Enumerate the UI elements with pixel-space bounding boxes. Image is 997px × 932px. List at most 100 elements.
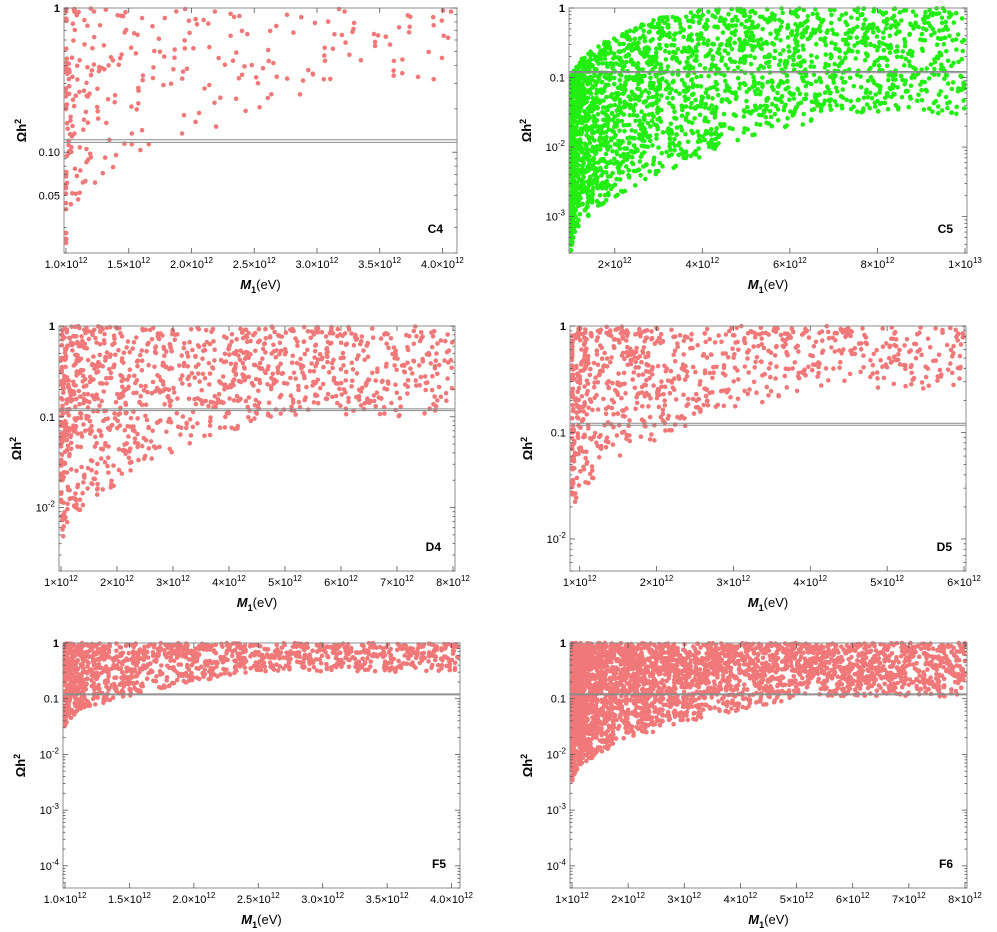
data-point (583, 455, 588, 461)
data-point (809, 31, 814, 36)
data-point (606, 182, 612, 188)
data-point (122, 427, 128, 433)
data-point (88, 72, 94, 78)
data-point (822, 98, 828, 103)
data-point (720, 30, 726, 35)
data-point (593, 170, 598, 176)
data-point (614, 149, 619, 154)
data-point (625, 344, 630, 350)
data-point (688, 10, 694, 15)
data-point (589, 135, 595, 140)
data-point (358, 403, 364, 408)
data-point (146, 142, 152, 147)
data-point (907, 94, 913, 99)
data-point (649, 21, 655, 27)
data-point (723, 332, 729, 337)
data-point (85, 64, 90, 70)
data-point (227, 352, 232, 358)
data-point (291, 370, 297, 376)
data-point (371, 31, 377, 37)
data-point (771, 42, 777, 47)
data-point (785, 25, 791, 30)
data-point (167, 416, 172, 422)
chart-panel-d5: 10.110-21×1012 2×1012 3×1012 4×1012 5×1012 6×… (519, 321, 981, 613)
data-point (604, 144, 610, 150)
data-point (138, 147, 143, 153)
data-point (632, 183, 638, 188)
data-point (325, 359, 330, 365)
data-point (676, 17, 681, 22)
data-point (618, 49, 623, 54)
data-point (407, 24, 413, 30)
data-point (722, 48, 728, 53)
data-point (68, 114, 73, 120)
data-point (689, 100, 694, 106)
data-point (293, 336, 298, 341)
data-point (101, 389, 107, 394)
data-point (424, 352, 430, 357)
data-point (681, 155, 686, 161)
data-point (136, 88, 141, 94)
data-point (653, 50, 659, 55)
data-point (639, 79, 645, 84)
data-point (187, 30, 192, 36)
data-point (833, 46, 838, 51)
data-point (927, 7, 932, 13)
data-point (821, 17, 826, 23)
data-point (220, 374, 226, 379)
data-point (919, 98, 925, 103)
data-point (603, 170, 609, 175)
data-point (763, 114, 769, 120)
data-point (604, 356, 610, 361)
data-point (613, 327, 618, 333)
data-point (728, 394, 733, 400)
data-point (784, 59, 790, 64)
data-point (881, 30, 886, 35)
data-point (693, 391, 699, 397)
data-point (936, 92, 942, 98)
data-point (829, 12, 834, 18)
data-point (200, 356, 205, 362)
data-point (790, 366, 795, 371)
data-point (639, 51, 645, 57)
data-point (81, 127, 86, 132)
data-point (670, 385, 676, 391)
data-point (789, 32, 795, 37)
data-point (90, 46, 95, 51)
data-point (621, 370, 627, 376)
data-point (921, 107, 927, 112)
data-point (655, 363, 661, 369)
data-point (885, 90, 890, 96)
data-point (187, 339, 192, 345)
data-point (570, 427, 575, 433)
data-point (574, 110, 580, 115)
data-point (445, 332, 450, 337)
data-point (855, 40, 861, 46)
data-point (790, 113, 795, 118)
data-point (769, 84, 775, 90)
data-point (715, 36, 720, 41)
data-point (620, 59, 625, 65)
data-point (415, 74, 421, 80)
data-point (203, 398, 208, 404)
data-point (690, 19, 696, 25)
data-point (243, 398, 249, 404)
data-point (641, 22, 646, 28)
data-point (702, 66, 708, 71)
data-point (631, 29, 637, 34)
data-point (83, 178, 88, 184)
data-point (608, 174, 613, 179)
data-point (431, 23, 437, 28)
data-point (608, 360, 613, 365)
data-point (267, 28, 273, 34)
data-point (86, 336, 92, 342)
data-point (881, 375, 887, 381)
data-point (683, 131, 688, 137)
data-point (923, 9, 928, 15)
data-point (842, 80, 848, 85)
data-point (676, 143, 681, 148)
data-point (786, 49, 792, 54)
data-point (735, 339, 740, 345)
data-point (945, 81, 951, 86)
data-point (239, 72, 245, 78)
